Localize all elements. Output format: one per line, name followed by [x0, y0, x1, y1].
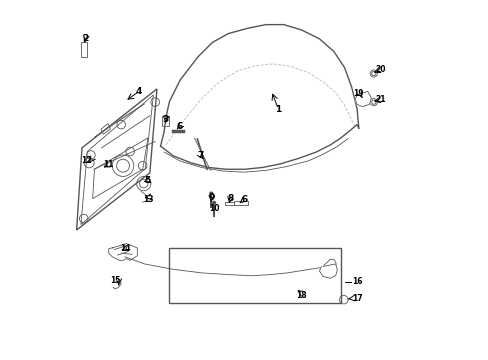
Text: 1: 1: [275, 105, 281, 114]
Text: 3: 3: [163, 116, 169, 125]
Polygon shape: [108, 244, 137, 260]
Text: 5: 5: [144, 176, 150, 185]
Circle shape: [212, 201, 216, 205]
Text: 13: 13: [143, 195, 154, 204]
Bar: [233, 202, 247, 205]
Text: 11: 11: [102, 161, 113, 170]
Text: 2: 2: [82, 35, 88, 44]
Text: 8: 8: [226, 194, 233, 203]
Bar: [224, 202, 233, 205]
Text: 19: 19: [352, 89, 363, 98]
Bar: [169, 248, 340, 303]
Text: 21: 21: [375, 95, 386, 104]
Polygon shape: [319, 264, 337, 278]
Text: 17: 17: [351, 294, 362, 303]
Text: 20: 20: [375, 66, 386, 75]
Text: 12: 12: [81, 156, 92, 165]
Text: 6: 6: [176, 122, 182, 131]
Text: 15: 15: [110, 276, 120, 285]
Text: 14: 14: [121, 244, 131, 253]
Text: 7: 7: [197, 151, 203, 160]
Text: 16: 16: [351, 277, 362, 286]
Text: 4: 4: [136, 87, 142, 96]
Polygon shape: [354, 91, 370, 107]
Bar: [162, 116, 168, 126]
Text: 6: 6: [241, 195, 247, 204]
Text: 9: 9: [208, 193, 214, 202]
Text: 10: 10: [208, 204, 219, 213]
Text: 18: 18: [296, 291, 306, 300]
Circle shape: [209, 192, 213, 196]
Bar: [81, 42, 87, 57]
